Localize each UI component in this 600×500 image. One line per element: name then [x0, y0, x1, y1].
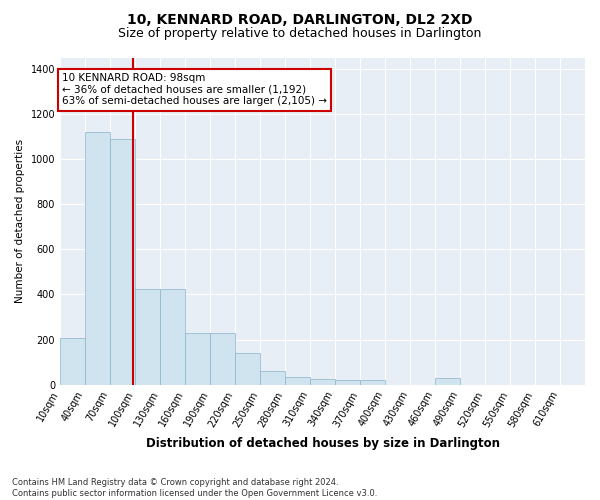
- Bar: [335, 380, 360, 384]
- Bar: [60, 338, 85, 384]
- Y-axis label: Number of detached properties: Number of detached properties: [15, 139, 25, 303]
- Text: Size of property relative to detached houses in Darlington: Size of property relative to detached ho…: [118, 28, 482, 40]
- X-axis label: Distribution of detached houses by size in Darlington: Distribution of detached houses by size …: [146, 437, 500, 450]
- Bar: [210, 333, 235, 384]
- Text: 10, KENNARD ROAD, DARLINGTON, DL2 2XD: 10, KENNARD ROAD, DARLINGTON, DL2 2XD: [127, 12, 473, 26]
- Bar: [310, 379, 335, 384]
- Text: 10 KENNARD ROAD: 98sqm
← 36% of detached houses are smaller (1,192)
63% of semi-: 10 KENNARD ROAD: 98sqm ← 36% of detached…: [62, 74, 327, 106]
- Text: Contains HM Land Registry data © Crown copyright and database right 2024.
Contai: Contains HM Land Registry data © Crown c…: [12, 478, 377, 498]
- Bar: [285, 377, 310, 384]
- Bar: [185, 333, 210, 384]
- Bar: [110, 138, 135, 384]
- Bar: [360, 380, 385, 384]
- Bar: [135, 289, 160, 384]
- Bar: [260, 371, 285, 384]
- Bar: [160, 289, 185, 384]
- Bar: [85, 132, 110, 384]
- Bar: [235, 353, 260, 384]
- Bar: [435, 378, 460, 384]
